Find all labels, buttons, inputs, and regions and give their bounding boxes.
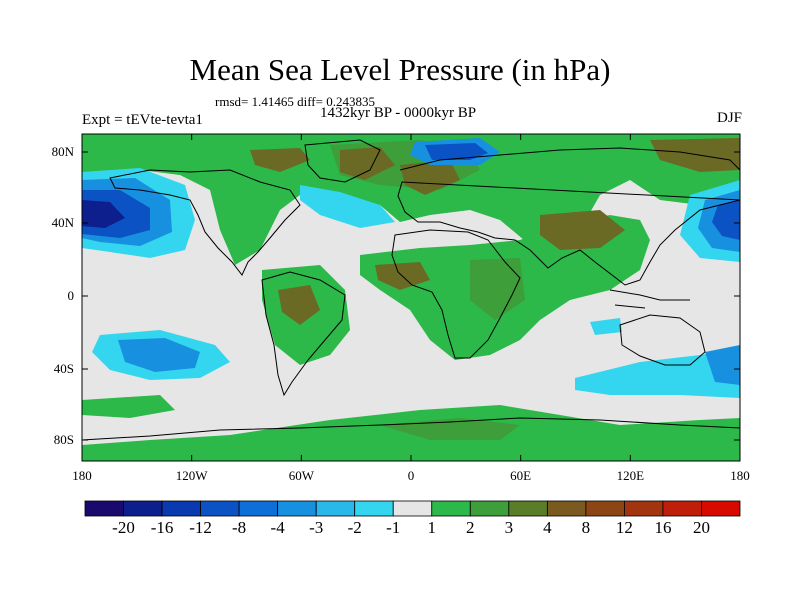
negative-anomaly-region — [590, 318, 622, 335]
colorbar-swatch — [701, 500, 741, 517]
colorbar-label: 2 — [466, 518, 475, 537]
colorbar-swatch — [277, 500, 317, 517]
colorbar-swatch — [123, 500, 163, 517]
negative-anomaly-region — [575, 348, 740, 398]
coastline-antarctica — [82, 417, 740, 441]
positive-anomaly-region — [278, 285, 320, 325]
longitude-label: 180 — [72, 468, 92, 483]
colorbar-swatch — [84, 500, 124, 517]
negative-anomaly-region — [712, 200, 740, 240]
positive-anomaly-region — [400, 160, 460, 195]
latitude-label: 0 — [67, 288, 75, 303]
latitude-label: 80S — [53, 432, 74, 447]
coastline-north-america — [109, 169, 301, 276]
colorbar-swatch — [200, 500, 240, 517]
negative-anomaly-region — [705, 345, 740, 385]
colorbar-label: 12 — [615, 518, 633, 537]
positive-anomaly-region — [340, 147, 395, 180]
colorbar-label: -16 — [150, 518, 174, 537]
negative-anomaly-region — [300, 185, 395, 228]
colorbar-label: -4 — [270, 518, 285, 537]
longitude-label: 60W — [288, 468, 314, 483]
colorbar-label: -12 — [189, 518, 212, 537]
colorbar-label: -2 — [347, 518, 362, 537]
positive-anomaly-region — [470, 258, 525, 320]
colorbar-swatch — [238, 500, 279, 517]
longitude-label: 120E — [616, 468, 645, 483]
latitude-label: 40N — [51, 215, 74, 230]
colorbar-swatch — [469, 500, 510, 517]
negative-anomaly-region — [118, 338, 200, 372]
axis-ticks — [81, 134, 741, 461]
longitude-label: 60E — [510, 468, 532, 483]
coastline-indonesia — [609, 289, 690, 309]
longitude-label: 120W — [175, 468, 208, 483]
latitude-label: 40S — [53, 361, 74, 376]
colorbar-label: 20 — [692, 518, 710, 537]
colorbar-label: 3 — [504, 518, 514, 537]
positive-anomaly-region — [82, 395, 175, 418]
colorbar-swatch — [392, 500, 433, 517]
coastline-australia — [619, 314, 706, 366]
colorbar-label: 1 — [427, 518, 437, 537]
colorbar — [84, 500, 741, 517]
coastlines — [82, 139, 740, 441]
colorbar-swatch — [546, 500, 587, 517]
longitude-label: 0 — [407, 468, 415, 483]
negative-anomaly-region — [425, 143, 488, 160]
coastline-south-america — [261, 271, 346, 397]
positive-anomaly-region — [540, 210, 625, 250]
longitude-label: 180 — [730, 468, 750, 483]
time-range-subtitle: 1432kyr BP - 0000kyr BP — [320, 105, 477, 121]
colorbar-swatch — [585, 500, 625, 517]
colorbar-label: -8 — [232, 518, 247, 537]
negative-anomaly-region — [82, 200, 125, 228]
positive-anomaly-region — [250, 148, 310, 172]
colorbar-label: -3 — [309, 518, 324, 537]
colorbar-swatch — [315, 500, 356, 517]
colorbar-swatch — [662, 500, 702, 517]
coastline-greenland — [304, 139, 381, 183]
colorbar-label: 8 — [581, 518, 591, 537]
coastline-eurasia — [397, 147, 740, 286]
map-field — [82, 134, 740, 461]
colorbar-label: 4 — [543, 518, 552, 537]
colorbar-swatch — [161, 500, 201, 517]
experiment-label: Expt = tEVte-tevta1 — [82, 112, 203, 128]
colorbar-label: 16 — [654, 518, 672, 537]
colorbar-swatch — [624, 500, 664, 517]
colorbar-label: -1 — [386, 518, 401, 537]
positive-anomaly-region — [650, 138, 740, 172]
map-title: Mean Sea Level Pressure (in hPa) — [189, 52, 611, 87]
latitude-label: 80N — [51, 144, 74, 159]
colorbar-swatch — [431, 500, 471, 517]
colorbar-label: -20 — [112, 518, 135, 537]
colorbar-swatch — [508, 500, 548, 517]
colorbar-swatch — [354, 500, 394, 517]
rmsd-diff-stats: rmsd= 1.41465 diff= 0.243835 — [215, 94, 375, 109]
season-label: DJF — [716, 110, 742, 126]
coastline-africa — [391, 229, 521, 359]
